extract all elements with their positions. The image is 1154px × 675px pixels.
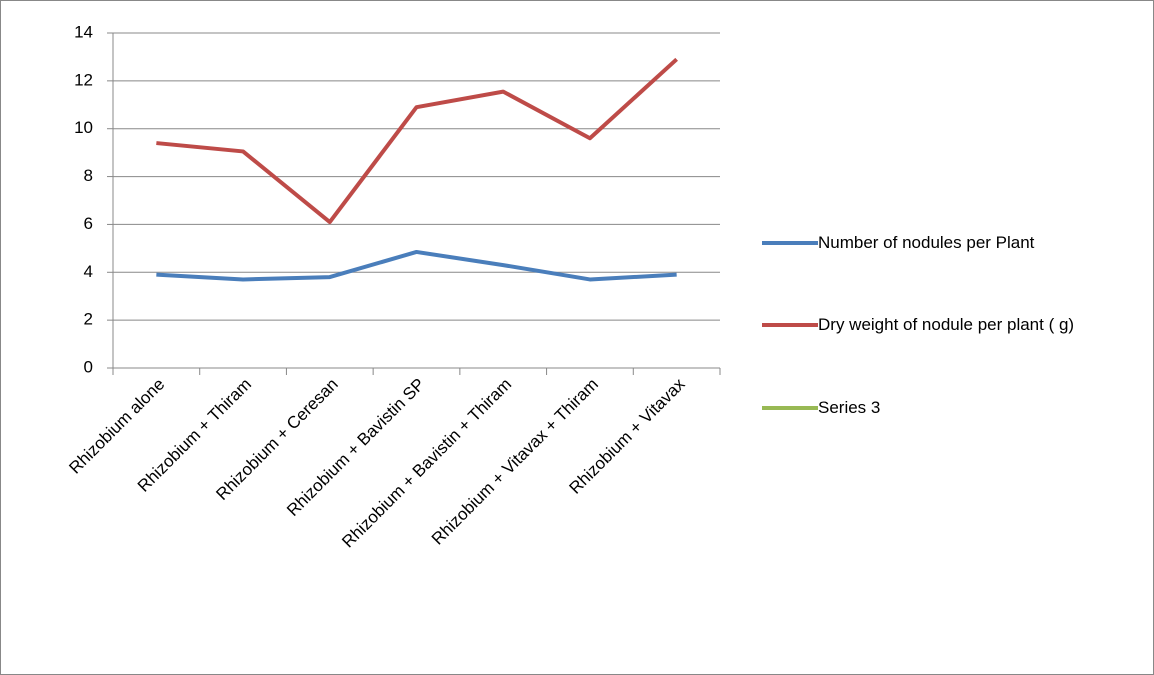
legend-swatch [762, 241, 818, 245]
legend-label: Series 3 [818, 398, 881, 417]
series-line [156, 57, 678, 225]
legend-item: Series 3 [762, 393, 1138, 423]
legend-label: Dry weight of nodule per plant ( g) [818, 315, 1075, 334]
legend-swatch [762, 406, 818, 410]
legend-item: Number of nodules per Plant [762, 228, 1138, 258]
x-tick-label: Rhizobium + Bavistin SP [283, 375, 428, 520]
y-tick-label: 0 [84, 357, 93, 376]
x-tick-label: Rhizobium + Bavistin + Thiram [338, 375, 515, 552]
legend-item: Dry weight of nodule per plant ( g) [762, 310, 1118, 340]
x-tick-label: Rhizobium + Vitavax + Thiram [428, 375, 602, 549]
y-tick-label: 12 [74, 70, 93, 89]
legend-label: Number of nodules per Plant [818, 233, 1035, 252]
y-tick-label: 6 [84, 214, 93, 233]
y-tick-label: 8 [84, 166, 93, 185]
y-tick-label: 2 [84, 310, 93, 329]
series-line [156, 249, 677, 282]
y-tick-label: 10 [74, 118, 93, 137]
y-tick-label: 14 [74, 22, 93, 41]
legend-swatch [762, 323, 818, 327]
y-tick-label: 4 [84, 262, 93, 281]
